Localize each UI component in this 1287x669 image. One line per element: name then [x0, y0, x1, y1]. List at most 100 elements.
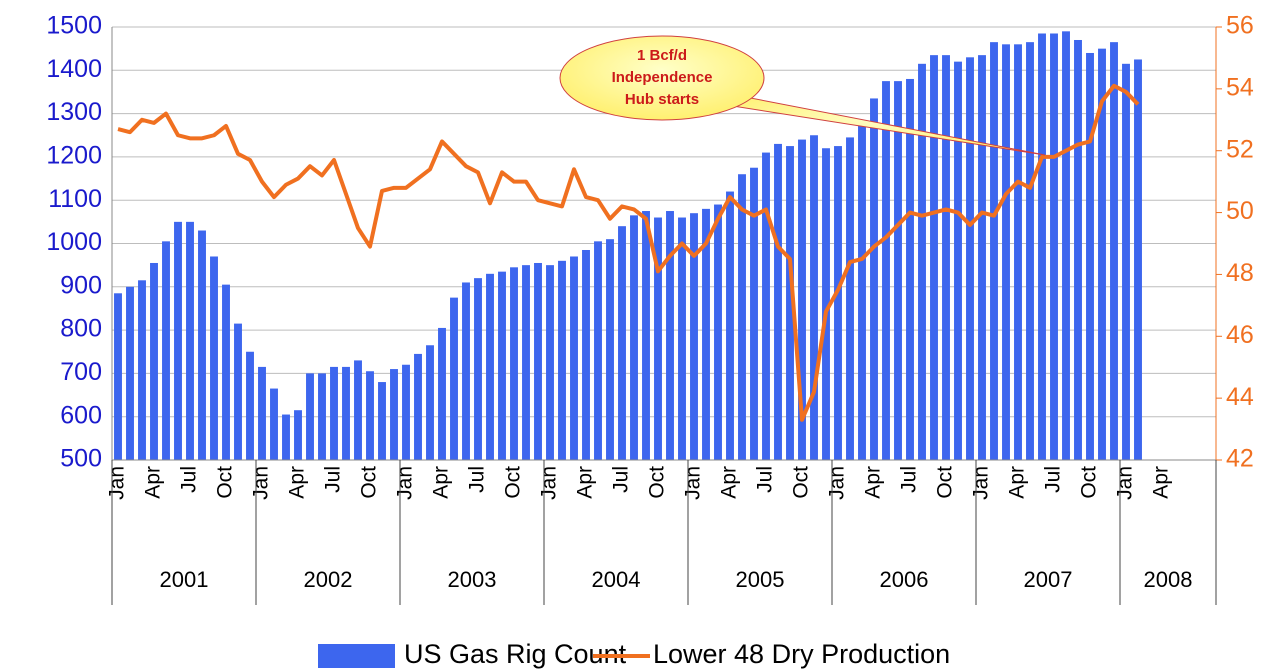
bar: [678, 217, 686, 460]
x-tick-label: Jan: [1114, 466, 1137, 500]
x-tick-label: Jul: [466, 466, 489, 493]
bar: [642, 211, 650, 460]
x-tick-label: Jan: [106, 466, 129, 500]
x-tick-label: Jan: [250, 466, 273, 500]
bar: [570, 256, 578, 460]
bar: [630, 215, 638, 460]
bar: [1074, 39, 1082, 461]
bar: [762, 152, 770, 460]
bar: [750, 167, 758, 460]
bar: [666, 211, 674, 460]
x-tick-label: Oct: [358, 466, 381, 499]
x-tick-label: Jul: [610, 466, 633, 493]
year-label: 2003: [448, 567, 497, 592]
y-tick-label: 1000: [46, 228, 102, 256]
bar: [690, 213, 698, 460]
bar: [174, 221, 182, 460]
annotation-line: Hub starts: [625, 91, 699, 108]
bar: [990, 42, 998, 460]
y-tick-label: 800: [60, 315, 102, 343]
bar: [906, 78, 914, 461]
bar: [834, 146, 842, 460]
bar: [1122, 63, 1130, 461]
bar: [162, 241, 170, 460]
year-label: 2001: [160, 567, 209, 592]
bar: [942, 55, 950, 461]
x-tick-label: Oct: [214, 466, 237, 499]
bar: [618, 226, 626, 460]
bar: [846, 137, 854, 461]
y2-tick-label: 46: [1226, 321, 1254, 349]
x-tick-label: Apr: [718, 466, 741, 499]
bar: [894, 81, 902, 460]
bar: [798, 139, 806, 460]
bar: [786, 146, 794, 460]
bar: [138, 280, 146, 460]
bar: [558, 260, 566, 460]
y-tick-label: 500: [60, 445, 102, 473]
y-tick-label: 600: [60, 401, 102, 429]
bar: [1086, 52, 1094, 460]
x-tick-label: Jan: [682, 466, 705, 500]
bar: [378, 382, 386, 460]
bar: [522, 265, 530, 460]
y2-tick-label: 56: [1226, 12, 1254, 40]
bar: [954, 61, 962, 460]
y-tick-label: 900: [60, 271, 102, 299]
year-label: 2002: [304, 567, 353, 592]
y-tick-label: 1100: [48, 185, 102, 213]
y-tick-label: 700: [60, 358, 102, 386]
bar: [606, 239, 614, 460]
year-label: 2007: [1024, 567, 1073, 592]
x-tick-label: Apr: [286, 466, 309, 499]
legend-label: US Gas Rig Count: [404, 639, 627, 669]
annotation-line: 1 Bcf/d: [637, 47, 687, 64]
x-tick-label: Jul: [898, 466, 921, 493]
bar: [546, 265, 554, 460]
bar: [318, 373, 326, 460]
bar: [774, 143, 782, 460]
x-tick-label: Oct: [934, 466, 957, 499]
bar: [366, 371, 374, 460]
legend-swatch: [318, 644, 395, 668]
x-tick-label: Oct: [790, 466, 813, 499]
annotation-line: Independence: [612, 69, 713, 86]
bar: [966, 57, 974, 461]
x-tick-label: Jan: [826, 466, 849, 500]
bar: [486, 273, 494, 460]
x-tick-label: Apr: [142, 466, 165, 499]
bar: [714, 204, 722, 460]
bar: [498, 271, 506, 460]
bar: [534, 262, 542, 460]
bar: [858, 122, 866, 460]
bar: [210, 256, 218, 460]
x-tick-label: Jul: [322, 466, 345, 493]
y2-tick-label: 42: [1226, 445, 1254, 473]
x-tick-label: Jul: [178, 466, 201, 493]
bar: [294, 410, 302, 460]
y-tick-label: 1300: [46, 98, 102, 126]
bar: [810, 135, 818, 460]
x-tick-label: Apr: [430, 466, 453, 499]
legend-label: Lower 48 Dry Production: [653, 639, 950, 669]
bar: [978, 55, 986, 461]
bar: [438, 327, 446, 460]
year-label: 2004: [592, 567, 641, 592]
bar: [1014, 44, 1022, 460]
bar: [390, 369, 398, 460]
bar: [1038, 33, 1046, 461]
bar: [474, 278, 482, 460]
bar: [126, 286, 134, 460]
bar: [822, 148, 830, 461]
x-tick-label: Oct: [1078, 466, 1101, 499]
bar: [426, 345, 434, 460]
bar: [150, 262, 158, 460]
x-tick-label: Jan: [970, 466, 993, 500]
year-label: 2005: [736, 567, 785, 592]
line: [117, 83, 1140, 422]
bar: [1050, 33, 1058, 461]
bar: [1110, 42, 1118, 460]
year-label: 2006: [880, 567, 929, 592]
